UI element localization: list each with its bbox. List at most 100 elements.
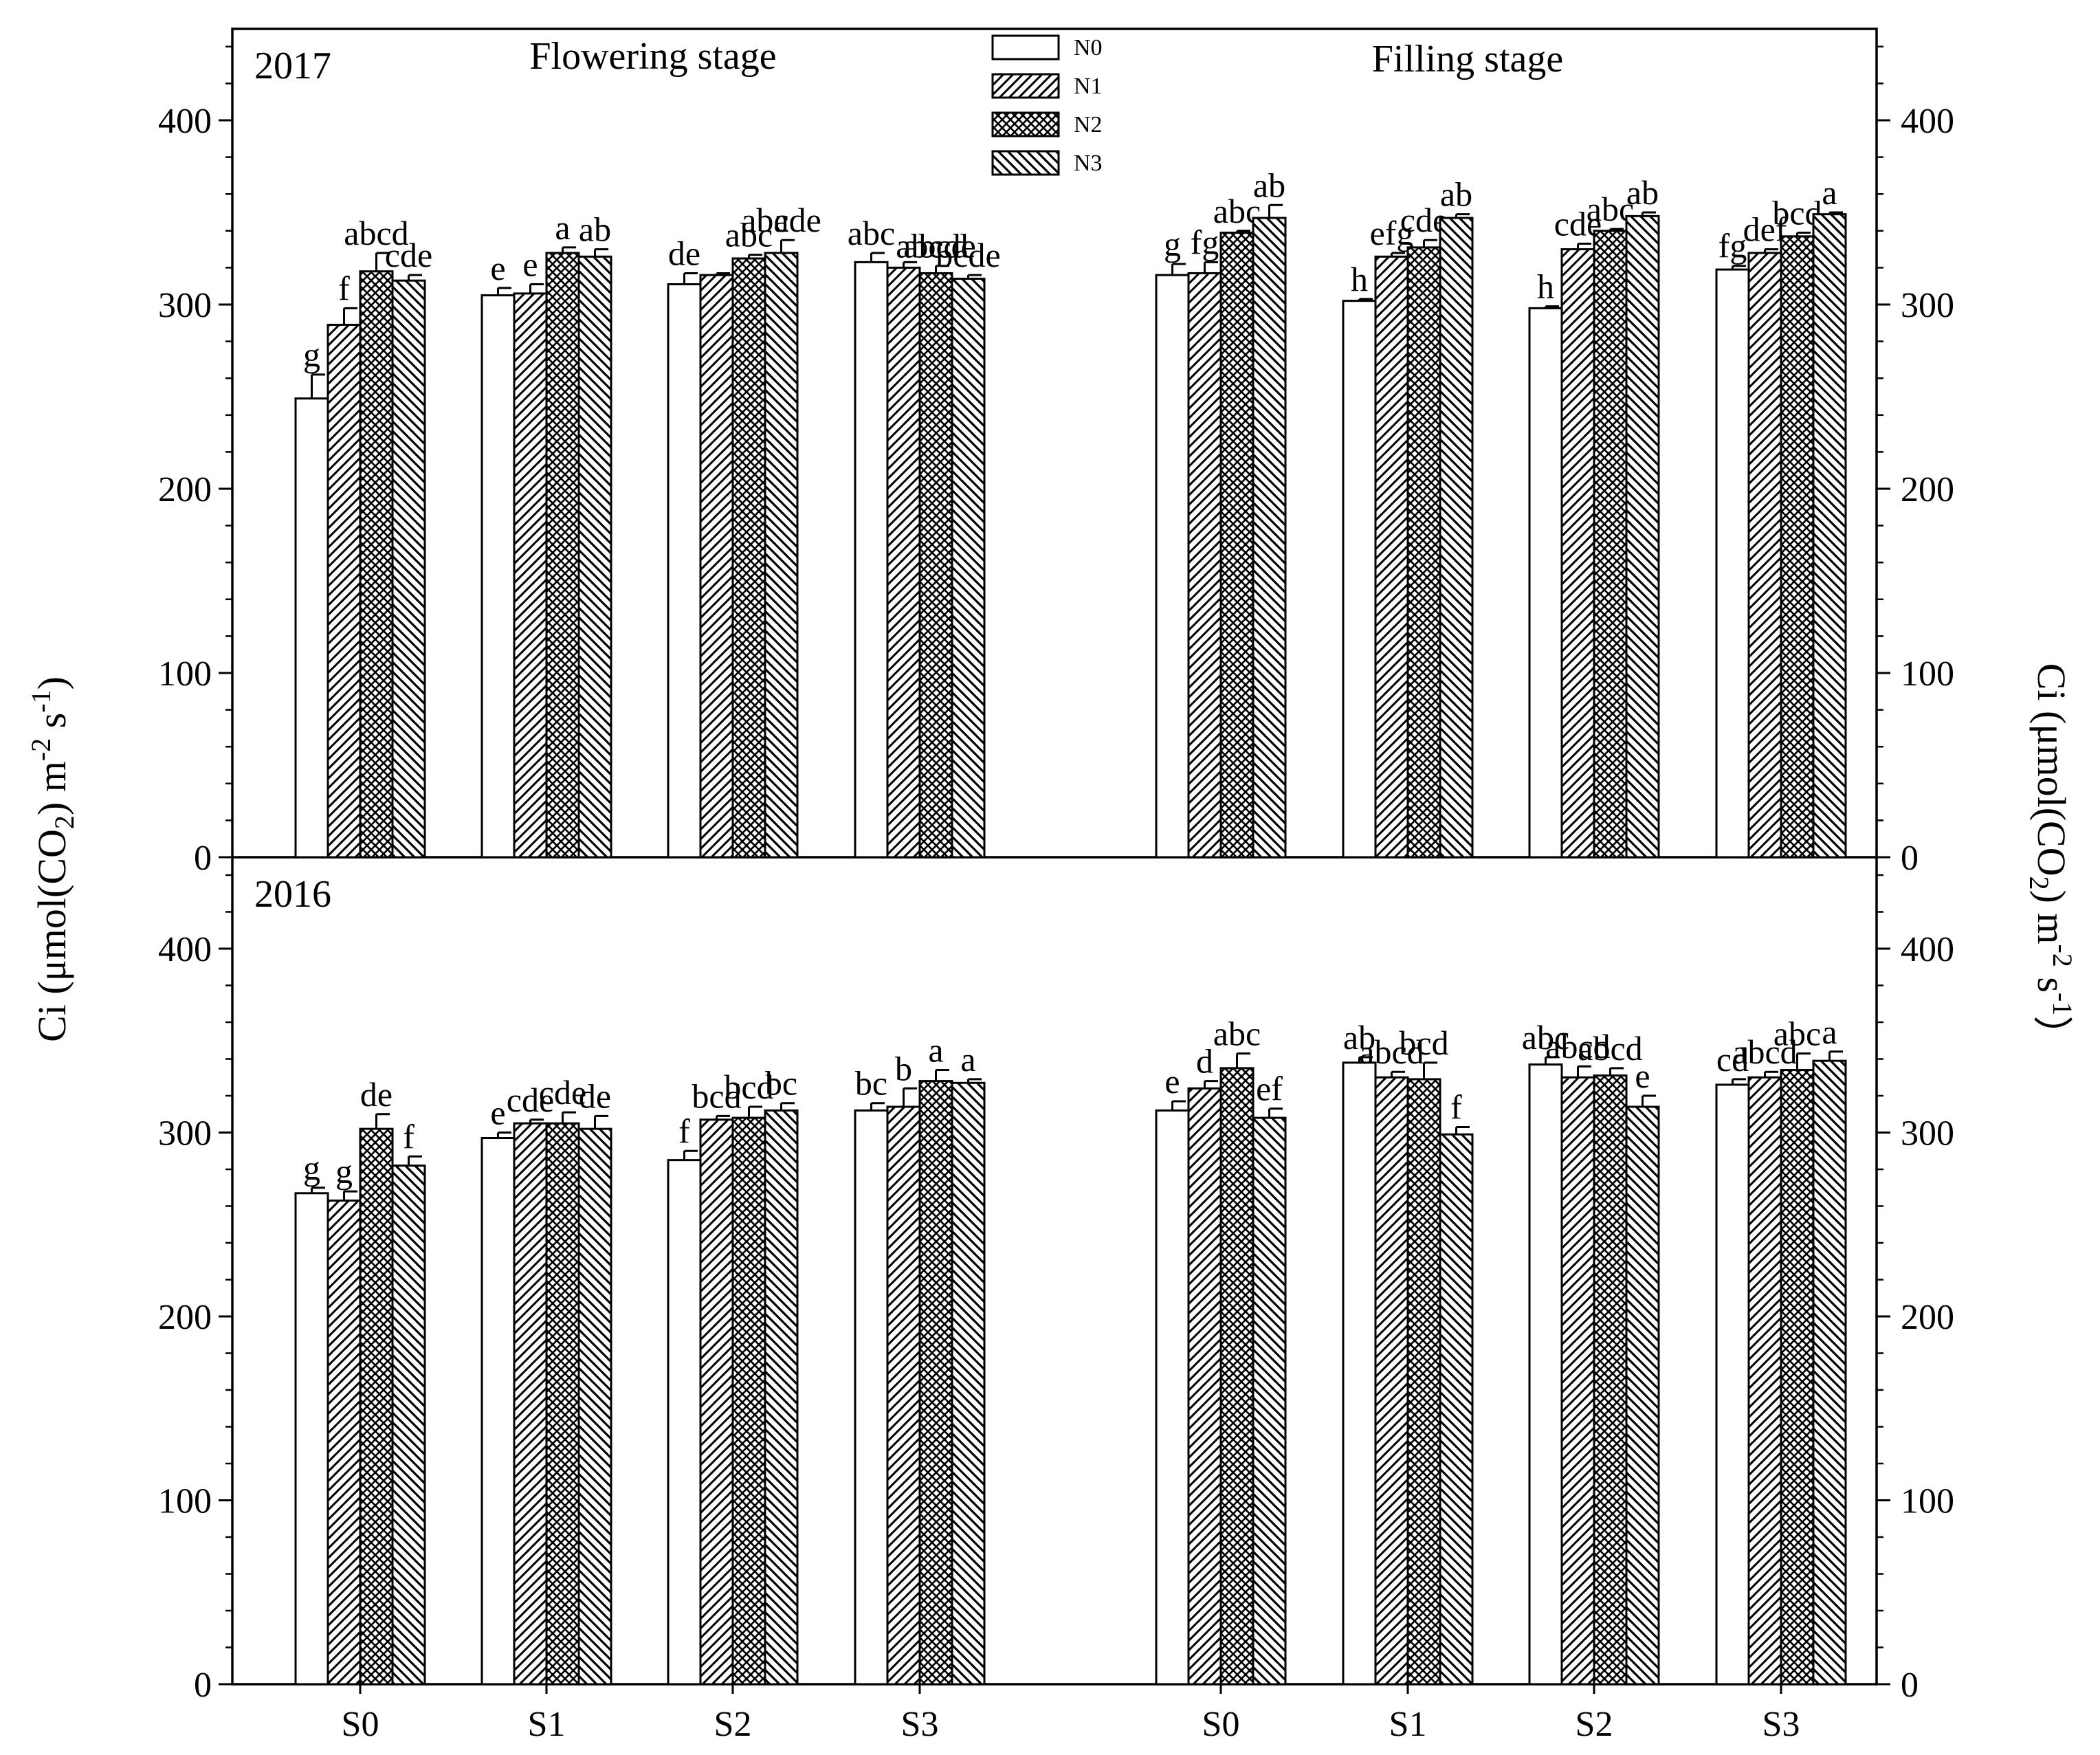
error-bar <box>1828 211 1843 214</box>
significance-label: h <box>1537 267 1554 306</box>
bar-2016-N0-g5 <box>1342 1061 1377 1686</box>
y-axis-label-left: Ci (μmol(CO2) m-2 s-1) <box>25 676 80 1042</box>
significance-label: cd <box>1716 1040 1749 1079</box>
y-label-right-sub: 2 <box>2024 876 2055 890</box>
error-bar <box>935 1069 949 1081</box>
error-bar <box>748 1105 762 1118</box>
error-bar <box>1642 1094 1656 1107</box>
bar-2017-N2-g3 <box>918 272 953 859</box>
bar-2016-N3-g3 <box>951 1081 986 1686</box>
significance-label: g <box>303 335 320 374</box>
y-tick-label-right: 200 <box>1901 1298 1954 1337</box>
significance-label: a <box>928 1031 943 1070</box>
significance-label: abcd <box>1732 1033 1797 1071</box>
significance-label: abc <box>1213 1014 1261 1052</box>
significance-label: bc <box>765 1064 797 1103</box>
bar-2016-N2-g3 <box>918 1080 953 1686</box>
significance-label: abc <box>725 216 773 254</box>
y-tick-label-left: 0 <box>194 839 212 878</box>
bar-2016-N1-g4 <box>1187 1087 1222 1686</box>
significance-label: g <box>335 1152 353 1191</box>
bar-2016-N3-g1 <box>577 1127 612 1686</box>
y-label-left-main: Ci (μmol(CO <box>30 829 74 1042</box>
y-label-left-mid: ) m <box>30 761 74 815</box>
y-tick-label-right: 400 <box>1901 930 1954 969</box>
bar-2017-N1-g5 <box>1374 255 1409 859</box>
y-tick-label-left: 300 <box>158 286 212 325</box>
error-bar <box>311 373 325 399</box>
bar-2017-N2-g5 <box>1406 246 1441 859</box>
bar-2016-N2-g4 <box>1219 1067 1255 1686</box>
error-bar <box>1764 248 1778 253</box>
bar-2017-N3-g4 <box>1252 217 1287 859</box>
error-bar <box>1828 1050 1843 1061</box>
x-tick-label: S1 <box>1389 1705 1427 1744</box>
bar-2016-N3-g7 <box>1812 1059 1847 1686</box>
error-bar <box>343 1190 357 1201</box>
error-bar <box>748 254 762 258</box>
significance-label: h <box>1351 260 1368 298</box>
error-bar <box>1204 261 1218 274</box>
error-bar <box>1423 239 1437 247</box>
significance-label: abcd <box>1545 1027 1610 1066</box>
significance-label: abcd <box>1359 1033 1424 1071</box>
bar-2017-N2-g1 <box>545 252 580 859</box>
legend-swatch-N3 <box>991 150 1060 176</box>
significance-label: bc <box>855 1064 887 1103</box>
significance-label: cde <box>539 1073 586 1112</box>
legend: N0 N1 N2 N3 <box>991 34 1103 176</box>
error-bar <box>935 265 949 274</box>
error-bar <box>529 1118 544 1124</box>
error-bar <box>716 272 730 276</box>
bar-2017-N2-g2 <box>731 257 766 859</box>
bar-2017-N0-g2 <box>667 283 702 859</box>
y-axis-label-right: Ci (μmol(CO2) m-2 s-1） <box>2024 663 2078 1056</box>
bar-2016-N1-g1 <box>513 1122 548 1686</box>
significance-label: abcd <box>344 214 408 252</box>
y-tick-label-left: 400 <box>158 102 212 141</box>
x-tick-label: S3 <box>901 1705 939 1744</box>
significance-label: a <box>555 208 570 247</box>
error-bar <box>1455 213 1470 219</box>
error-bar <box>780 239 795 253</box>
error-bar <box>1236 230 1250 233</box>
error-bar <box>311 1186 325 1193</box>
error-bar <box>408 1155 422 1166</box>
error-bar <box>1545 305 1559 309</box>
error-bar <box>683 272 698 285</box>
bar-2016-N1-g6 <box>1560 1076 1595 1686</box>
bar-2017-N2-g0 <box>359 270 394 859</box>
error-bar <box>1171 263 1186 276</box>
error-bar <box>1391 252 1405 257</box>
bar-2017-N2-g7 <box>1780 235 1815 859</box>
significance-label: e <box>490 249 505 287</box>
y-label-left-sub: 2 <box>49 815 80 829</box>
y-tick-label-left: 200 <box>158 470 212 509</box>
legend-swatch-N0 <box>991 34 1060 60</box>
error-bar <box>870 1102 885 1111</box>
bar-2017-N2-g6 <box>1593 230 1628 859</box>
error-bar <box>1204 1080 1218 1089</box>
significance-label: ab <box>579 210 611 249</box>
significance-label: ab <box>1626 173 1659 212</box>
error-bar <box>497 287 511 296</box>
error-bar <box>1642 211 1656 217</box>
bar-2017-N0-g0 <box>294 397 329 859</box>
y-tick-label-right: 400 <box>1901 102 1954 141</box>
bar-2016-N1-g5 <box>1374 1076 1409 1686</box>
error-bar <box>497 1132 511 1138</box>
significance-label: de <box>579 1077 611 1115</box>
significance-label: bcd <box>1399 1024 1448 1062</box>
significance-label: cde <box>507 1081 554 1119</box>
error-bar <box>967 1078 982 1083</box>
bar-2017-N3-g5 <box>1439 217 1474 859</box>
error-bar <box>594 248 608 257</box>
y-tick-label-left: 200 <box>158 1298 212 1337</box>
bar-2016-N0-g0 <box>294 1192 329 1686</box>
error-bar <box>1609 228 1624 231</box>
significance-label: abc <box>1773 1014 1821 1052</box>
bar-2016-N2-g5 <box>1406 1078 1441 1686</box>
